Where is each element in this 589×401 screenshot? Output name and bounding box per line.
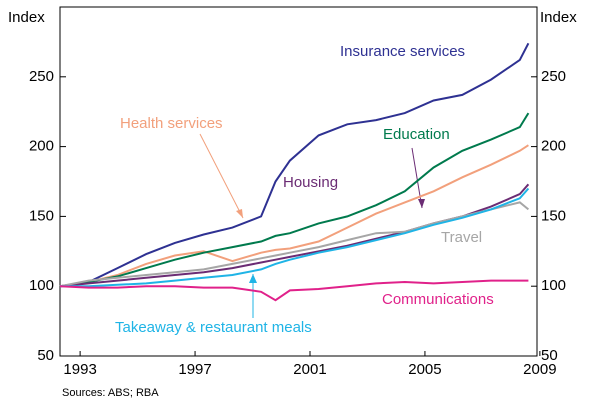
arrow [411, 147, 423, 209]
series-line [59, 201, 530, 288]
y-tick-label: 100 [29, 277, 54, 294]
y2-tick-label: 200 [541, 138, 566, 155]
series-line [59, 42, 530, 288]
series-line [59, 144, 529, 288]
series-label: Takeaway & restaurant meals [115, 319, 312, 336]
y2-tick-label: 100 [541, 277, 566, 294]
series-line [59, 112, 530, 288]
y-tick-label: 150 [29, 207, 54, 224]
x-tick-label: 2001 [293, 361, 326, 378]
x-tick-label: 1993 [63, 361, 96, 378]
y-tick-label: 50 [37, 347, 54, 364]
series-label: Education [383, 126, 450, 143]
y-axis-label: Index [8, 9, 45, 26]
x-tick-label: 1997 [178, 361, 211, 378]
y2-tick-label: 250 [541, 68, 566, 85]
arrowhead [249, 274, 257, 283]
series-line [59, 279, 529, 302]
y-tick-label: 250 [29, 68, 54, 85]
series-label: Health services [120, 115, 223, 132]
arrowhead [418, 199, 425, 208]
series-label: Communications [382, 291, 494, 308]
source: Sources: ABS; RBA [62, 387, 159, 399]
arrows [199, 133, 425, 318]
arrow [199, 133, 244, 219]
plot-frame [59, 6, 538, 357]
series-label: Housing [283, 174, 338, 191]
x-tick-label: 2009 [523, 361, 556, 378]
y2-tick-label: 50 [541, 347, 558, 364]
y2-tick-label: 150 [541, 207, 566, 224]
y2-axis-label: Index [540, 9, 577, 26]
arrowhead [236, 209, 243, 218]
x-tick-label: 2005 [408, 361, 441, 378]
series-line [60, 187, 530, 288]
series-label: Travel [441, 229, 482, 246]
y-tick-label: 200 [29, 138, 54, 155]
series-label: Insurance services [340, 43, 465, 60]
